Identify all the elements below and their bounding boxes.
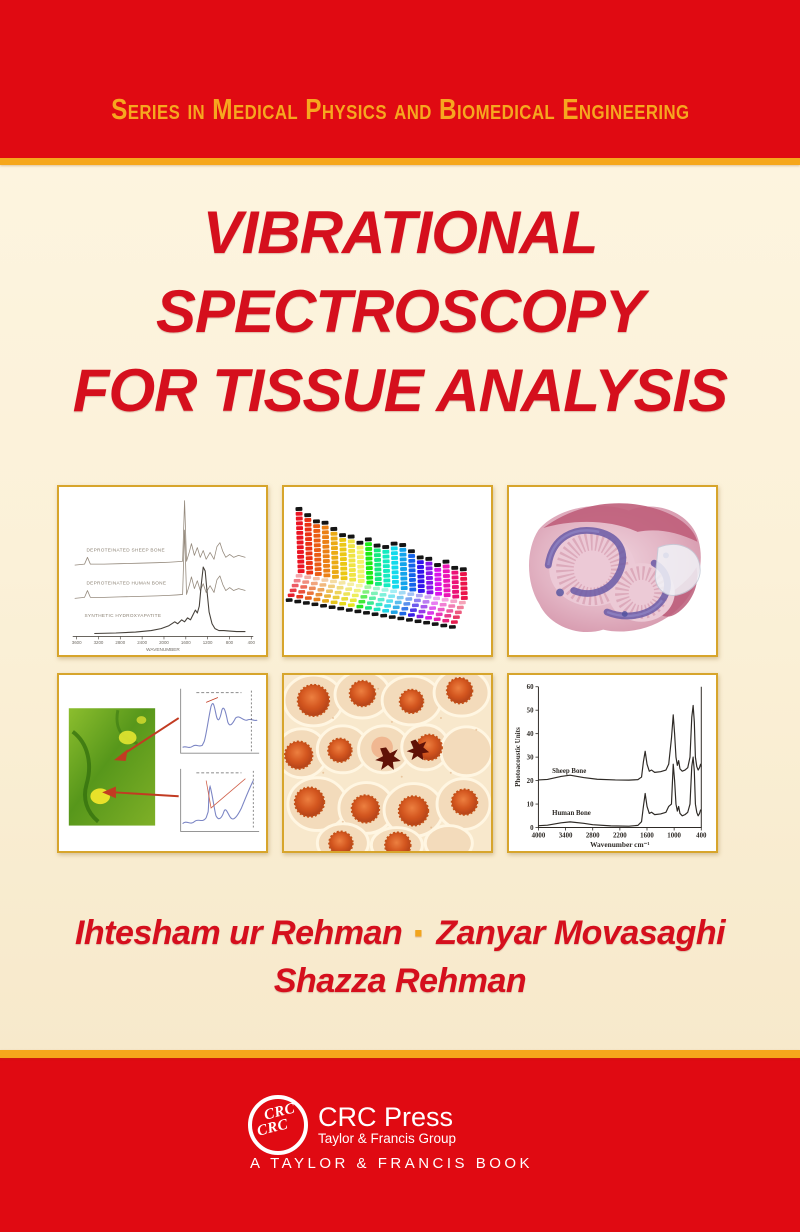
svg-text:2200: 2200 (613, 832, 627, 839)
authors: Ihtesham ur Rehman · Zanyar Movasaghi Shaz… (0, 909, 800, 1005)
cytoplasm-speckles (322, 687, 478, 829)
stained-cells-image (284, 675, 491, 851)
title-line-3: FOR TISSUE ANALYSIS (72, 357, 728, 424)
top-band: Series in Medical Physics and Biomedical… (0, 0, 800, 158)
inset-plot1-trace (182, 703, 258, 749)
title-line-2: SPECTROSCOPY (155, 278, 645, 345)
map-dark-streak-2 (115, 709, 138, 745)
svg-text:2400: 2400 (137, 640, 147, 645)
cell-nuclei (284, 676, 479, 851)
publisher-group: Taylor & Francis Group (318, 1131, 457, 1146)
svg-text:30: 30 (527, 755, 534, 762)
svg-text:20: 20 (527, 778, 534, 785)
svg-text:0: 0 (530, 825, 534, 832)
book-title: VIBRATIONAL SPECTROSCOPY FOR TISSUE ANAL… (0, 193, 800, 430)
stain-speck (556, 588, 564, 597)
chemical-map-graphic (68, 688, 260, 832)
svg-text:1000: 1000 (667, 832, 681, 839)
author-3: Shazza Rehman (273, 962, 527, 1000)
authors-line-1: Ihtesham ur Rehman · Zanyar Movasaghi (0, 909, 800, 957)
gold-rule-bottom (0, 1050, 800, 1058)
inset-plot1-annotation (206, 697, 219, 703)
y-axis-label: Photoacoustic Units (514, 727, 522, 787)
svg-text:60: 60 (527, 684, 534, 691)
arrowhead-2 (102, 786, 116, 799)
trace-label-sheep-bone: Sheep Bone (552, 768, 586, 775)
map-dark-streak (71, 730, 100, 824)
svg-text:2800: 2800 (115, 640, 125, 645)
crc-logo-text-lower: CRC (255, 1116, 290, 1140)
series-title: Series in Medical Physics and Biomedical… (110, 94, 690, 126)
author-1: Ihtesham ur Rehman (74, 914, 403, 952)
svg-text:3400: 3400 (559, 832, 573, 839)
svg-text:2800: 2800 (586, 832, 600, 839)
publisher-names: CRC Press Taylor & Francis Group (318, 1103, 456, 1147)
svg-text:3200: 3200 (94, 640, 104, 645)
panel-chemical-map (57, 673, 268, 853)
crc-logo-icon: CRC CRC (248, 1095, 308, 1155)
publisher-logo-row: CRC CRC CRC Press Taylor & Francis Group (248, 1095, 456, 1155)
svg-text:2000: 2000 (159, 640, 169, 645)
tissue-purple-highlight (547, 529, 664, 618)
callout-arrow-2 (113, 791, 179, 798)
chemical-map-image (68, 708, 156, 826)
author-2: Zanyar Movasaghi (436, 914, 726, 952)
svg-text:1600: 1600 (640, 832, 654, 839)
title-line-1: VIBRATIONAL (202, 199, 599, 266)
histology-tissue-image (528, 503, 701, 633)
bone-spectra-chart: DEPROTEINATED SHEEP BONE DEPROTEINATED H… (72, 500, 256, 652)
map-hotspot (136, 716, 147, 724)
inset-plot1-axes (180, 688, 260, 754)
svg-text:400: 400 (248, 640, 256, 645)
svg-text:40: 40 (527, 731, 534, 738)
rainbow-equalizer-graphic (285, 506, 468, 629)
svg-text:3600: 3600 (72, 640, 82, 645)
panel-rainbow-equalizer (282, 485, 493, 657)
svg-text:1200: 1200 (203, 640, 213, 645)
svg-text:4000: 4000 (532, 832, 546, 839)
bottom-band: CRC CRC CRC Press Taylor & Francis Group… (0, 1058, 800, 1232)
arrowhead-1 (113, 749, 128, 762)
panel-histology-section (507, 485, 718, 657)
callout-arrow-1 (121, 717, 180, 756)
cover-body: VIBRATIONAL SPECTROSCOPY FOR TISSUE ANAL… (0, 165, 800, 1050)
authors-line-2: Shazza Rehman (0, 957, 800, 1005)
trace-label-synthetic: SYNTHETIC HYDROXYAPATITE (85, 613, 162, 618)
panel-bone-spectra: DEPROTEINATED SHEEP BONE DEPROTEINATED H… (57, 485, 268, 657)
map-hotspot (118, 730, 137, 745)
publisher-name: CRC Press (318, 1102, 454, 1132)
svg-text:10: 10 (527, 802, 534, 809)
x-axis-label: Wavenumber cm⁻¹ (590, 840, 650, 849)
svg-text:400: 400 (696, 832, 707, 839)
imprint-line: A TAYLOR & FRANCIS BOOK (250, 1155, 534, 1172)
image-grid: DEPROTEINATED SHEEP BONE DEPROTEINATED H… (57, 485, 800, 853)
inset-plot2-annotation (205, 778, 246, 809)
author-separator-dot: · (412, 909, 427, 958)
trace-label-human-bone: Human Bone (552, 810, 591, 817)
inset-plot2-axes (180, 768, 260, 832)
panel-photoacoustic-spectra: Photoacoustic Units Wavenumber cm⁻¹ Shee… (507, 673, 718, 853)
trace-label-sheep: DEPROTEINATED SHEEP BONE (86, 547, 164, 552)
stain-speck (621, 611, 628, 617)
tissue-outer-layer (543, 503, 698, 542)
svg-text:800: 800 (226, 640, 234, 645)
svg-text:1600: 1600 (181, 640, 191, 645)
x-axis-label: WAVENUMBER (146, 647, 180, 652)
inset-plot2-trace (182, 780, 254, 825)
gold-rule-top (0, 158, 800, 165)
svg-text:50: 50 (527, 708, 534, 715)
photoacoustic-chart: Photoacoustic Units Wavenumber cm⁻¹ Shee… (514, 684, 707, 849)
trace-label-human: DEPROTEINATED HUMAN BONE (86, 581, 166, 586)
tissue-lacy-region (654, 544, 701, 596)
panel-stained-cells (282, 673, 493, 853)
mitotic-figures (375, 739, 430, 770)
